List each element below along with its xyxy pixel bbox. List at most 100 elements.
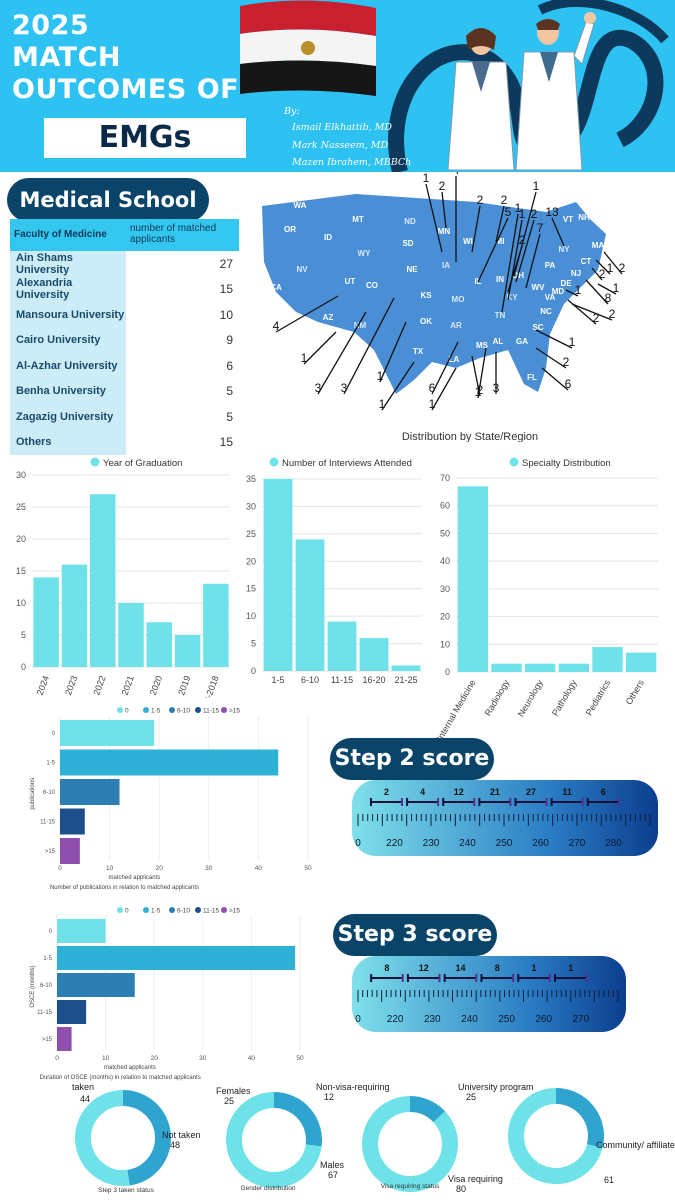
x-tick-label: 20 [151, 1055, 159, 1062]
legend-label: 0 [125, 708, 129, 715]
bar [57, 973, 135, 997]
callout-line [441, 191, 447, 229]
slice-value: 67 [328, 1170, 338, 1180]
y-tick-label: 6-10 [43, 790, 56, 796]
callout-line [551, 217, 565, 247]
callout-count: 4 [453, 172, 460, 177]
legend-label: 1-5 [151, 908, 161, 915]
callout-line [535, 329, 573, 349]
y-tick-label: 20 [440, 612, 450, 622]
callout-count: 1 [575, 283, 582, 297]
table-row: Cairo University 9 [10, 327, 239, 353]
table-row: Zagazig University 5 [10, 404, 239, 430]
y-tick-label: 6-10 [40, 983, 53, 989]
x-tick-label: 10 [106, 865, 114, 872]
bar [60, 749, 279, 776]
callout-line [471, 205, 481, 253]
callout-count: 1 [377, 369, 384, 383]
bar [60, 720, 155, 746]
callout-count: 3 [493, 381, 500, 395]
y-tick-label: 20 [16, 534, 26, 544]
ruler-body [352, 780, 658, 856]
range-count: 4 [420, 787, 425, 797]
x-axis-title: matched applicants [109, 875, 161, 881]
range-count: 1 [532, 963, 537, 973]
slice-label: Visa requiring [448, 1174, 503, 1184]
state-label: ME [594, 215, 607, 224]
y-tick-label: 0 [251, 666, 256, 676]
callout-count: 6 [565, 377, 572, 391]
callout-count: 6 [429, 381, 436, 395]
axis-label: 240 [461, 1014, 478, 1025]
y-tick-label: 5 [251, 639, 256, 649]
state-label: MS [476, 341, 489, 350]
range-count: 12 [454, 787, 464, 797]
slice-label: University program [458, 1082, 534, 1092]
callout-line [591, 267, 603, 281]
specialty-chart: Specialty Distribution 0 10 20 30 40 50 60 70 Int… [435, 457, 658, 740]
callout-count: 5 [505, 205, 512, 219]
title-match: MATCH [12, 42, 121, 73]
x-tick-label: 40 [255, 865, 263, 872]
range-count: 21 [490, 787, 500, 797]
chart-caption: Number of publications in relation to ma… [50, 885, 199, 891]
school-name: Alexandria University [10, 276, 126, 302]
callout-count: 2 [519, 233, 526, 247]
school-count: 15 [219, 282, 233, 297]
callout-line [317, 311, 367, 395]
state-label: DE [560, 279, 572, 288]
axis-label: 250 [496, 838, 513, 849]
range-count: 12 [419, 963, 429, 973]
state-label: WV [532, 283, 546, 292]
bar [525, 663, 556, 672]
osce-chart: 0 1-5 6-10 11-15 >15 0 10 20 30 40 50 0 1-5 6-10 11-15… [30, 907, 304, 1081]
bar [203, 583, 229, 667]
callout-count: 1 [533, 179, 540, 193]
emgs-label: EMGs [98, 120, 192, 155]
legend-label: 11-15 [203, 908, 220, 915]
table-row: Ain Shams University 27 [10, 251, 239, 277]
state-label: OR [284, 225, 296, 234]
callout-count: 2 [477, 383, 484, 397]
school-count: 10 [219, 307, 233, 322]
y-tick-label: 60 [440, 501, 450, 511]
table-body: Ain Shams University 27 Alexandria Univers… [10, 251, 239, 455]
x-tick-label: 40 [248, 1055, 256, 1062]
doctors-illustration-icon [447, 12, 596, 171]
bar [57, 946, 296, 970]
y-axis-title: publications [30, 778, 36, 810]
callout-line [501, 213, 519, 313]
axis-label: 240 [459, 838, 476, 849]
school-table: Faculty of Medicine number of matched ap… [10, 219, 239, 455]
medical-school-title: Medical School [7, 178, 209, 222]
callout-count: 1 [519, 207, 526, 221]
callout-line [535, 347, 567, 369]
callout-count: 1 [379, 397, 386, 411]
state-label: SD [402, 239, 413, 248]
y-tick-label: 1-5 [46, 761, 55, 767]
table-header: Faculty of Medicine number of matched ap… [10, 219, 239, 251]
donut-title: Step 3 taken status [98, 1187, 154, 1194]
x-tick-label: 0 [55, 1055, 59, 1062]
legend-marker [117, 907, 123, 913]
axis-label: 270 [573, 1014, 590, 1025]
callout-count: 1 [607, 261, 614, 275]
bar [391, 665, 421, 671]
callout-count: 1 [613, 281, 620, 295]
legend-label: 6-10 [177, 708, 190, 715]
bar [263, 479, 293, 671]
callout-line [431, 341, 459, 395]
axis-label: 0 [355, 838, 361, 849]
y-tick-label: 11-15 [37, 1010, 53, 1016]
legend-label: 6-10 [177, 908, 190, 915]
x-tick-label: 20 [156, 865, 164, 872]
y-tick-label: 15 [16, 566, 26, 576]
slice-label: Non-visa-requiring [316, 1082, 390, 1092]
callout-count: 13 [545, 205, 559, 219]
callout-line [275, 295, 339, 333]
bar [89, 494, 116, 667]
school-name: Cairo University [10, 327, 126, 353]
donut-slice [362, 1096, 458, 1192]
state-label: WA [294, 201, 307, 210]
callout-line [585, 279, 609, 305]
